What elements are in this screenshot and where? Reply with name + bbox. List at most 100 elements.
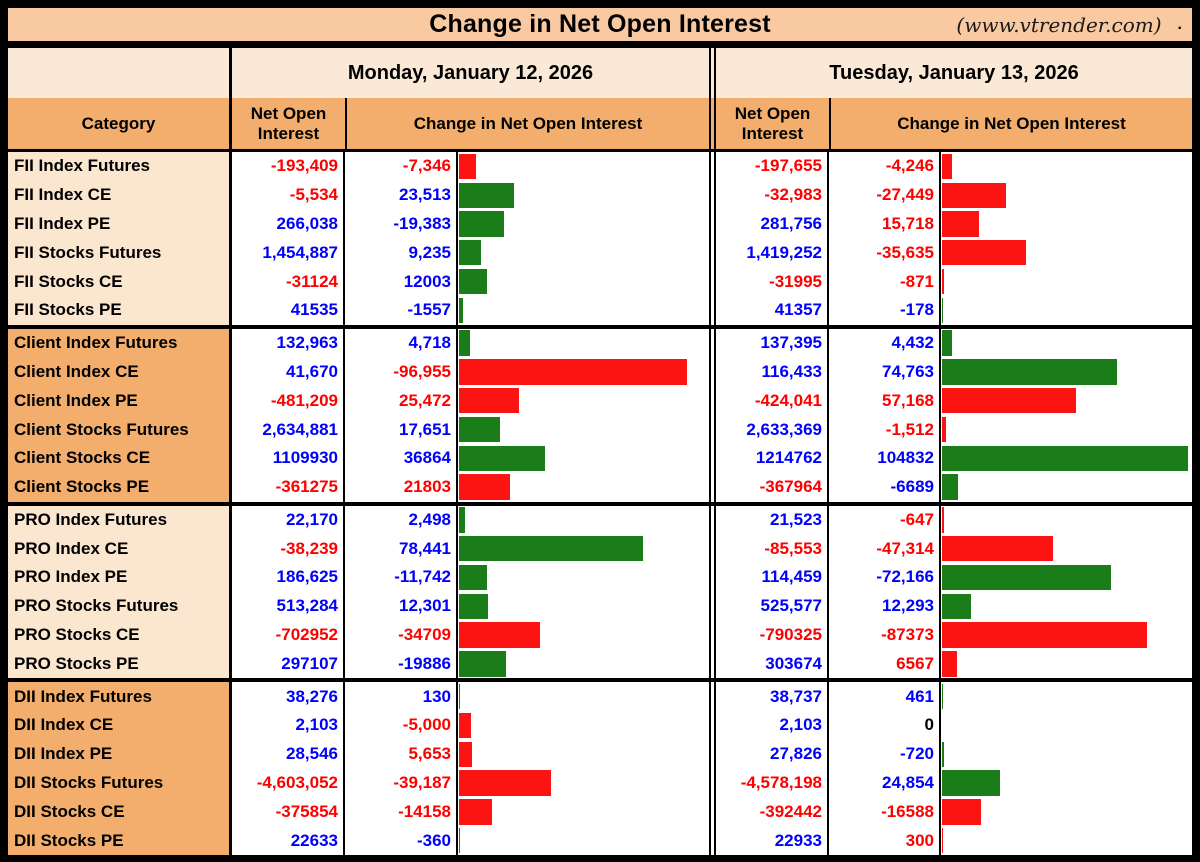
monday-change-bar-cell [458,768,709,798]
table-row: FII Stocks CE -31124 12003 -31995 -871 [8,267,1192,296]
tuesday-change-value: 300 [829,826,941,856]
monday-net-open-interest-value: -481,209 [232,386,345,416]
tuesday-change-bar [942,651,958,677]
monday-net-open-interest-value: 22633 [232,826,345,856]
table-row: FII Index Futures -193,409 -7,346 -197,6… [8,152,1192,181]
monday-change-bar [459,593,488,619]
monday-change-bar [459,182,515,208]
tuesday-change-bar [942,268,945,295]
tuesday-change-value: -87373 [829,620,941,650]
monday-change-bar-cell [458,797,709,827]
table-row: Client Index CE 41,670 -96,955 116,433 7… [8,357,1192,387]
tuesday-net-open-interest-value: 2,633,369 [709,415,829,444]
monday-change-bar [459,474,511,500]
category-cell: DII Stocks PE [8,826,232,856]
tuesday-change-bar-cell [941,415,1192,444]
monday-change-bar [459,741,473,767]
table-row: FII Stocks PE 41535 -1557 41357 -178 [8,295,1192,325]
tuesday-change-value: -1,512 [829,415,941,444]
table-row: Client Index PE -481,209 25,472 -424,041… [8,386,1192,416]
tuesday-net-open-interest-value: -4,578,198 [709,768,829,798]
monday-change-bar [459,297,463,324]
monday-change-bar-cell [458,505,709,535]
tuesday-change-bar-cell [941,238,1192,268]
column-header-tuesday-change: Change in Net Open Interest [829,98,1192,149]
monday-net-open-interest-value: 513,284 [232,591,345,621]
monday-net-open-interest-value: 1109930 [232,443,345,473]
tuesday-change-bar-cell [941,505,1192,535]
tuesday-change-bar-cell [941,357,1192,387]
monday-change-bar-cell [458,209,709,239]
monday-change-value: 4,718 [345,328,458,358]
monday-change-bar [459,536,644,562]
category-cell: PRO Index PE [8,563,232,592]
tuesday-change-value: 4,432 [829,328,941,358]
column-header-monday-noi: Net Open Interest [250,103,327,143]
group-client: Client Index Futures 132,963 4,718 137,3… [8,324,1192,502]
tuesday-change-bar [942,741,944,767]
category-cell: Client Stocks PE [8,472,232,502]
monday-change-value: -11,742 [345,563,458,592]
category-cell: FII Stocks PE [8,295,232,325]
monday-net-open-interest-value: -38,239 [232,534,345,564]
tuesday-net-open-interest-value: 41357 [709,295,829,325]
table-row: PRO Stocks CE -702952 -34709 -790325 -87… [8,620,1192,650]
monday-change-bar [459,268,488,295]
tuesday-net-open-interest-value: 1,419,252 [709,238,829,268]
monday-change-value: -19886 [345,649,458,679]
table-row: FII Index PE 266,038 -19,383 281,756 15,… [8,209,1192,239]
tuesday-change-bar [942,564,1112,591]
category-cell: DII Stocks Futures [8,768,232,798]
monday-net-open-interest-value: 2,103 [232,711,345,740]
monday-net-open-interest-value: 132,963 [232,328,345,358]
tuesday-change-value: -16588 [829,797,941,827]
tuesday-change-value: 104832 [829,443,941,473]
monday-change-value: 5,653 [345,739,458,769]
monday-change-bar [459,359,687,385]
group-pro: PRO Index Futures 22,170 2,498 21,523 -6… [8,501,1192,679]
tuesday-change-value: 24,854 [829,768,941,798]
category-cell: PRO Index CE [8,534,232,564]
monday-change-bar [459,445,546,471]
trailing-dot: . [1177,15,1182,33]
tuesday-net-open-interest-value: -197,655 [709,152,829,181]
tuesday-change-value: -47,314 [829,534,941,564]
report-table: Change in Net Open Interest (www.vtrende… [8,8,1192,856]
tuesday-change-value: -72,166 [829,563,941,592]
monday-change-bar-cell [458,238,709,268]
monday-change-bar [459,799,493,825]
table-row: Client Stocks PE -361275 21803 -367964 -… [8,472,1192,502]
monday-net-open-interest-value: 2,634,881 [232,415,345,444]
table-row: DII Stocks CE -375854 -14158 -392442 -16… [8,797,1192,827]
monday-change-bar-cell [458,649,709,679]
tuesday-net-open-interest-value: -31995 [709,267,829,296]
monday-change-value: 17,651 [345,415,458,444]
monday-net-open-interest-value: -31124 [232,267,345,296]
monday-change-bar [459,564,487,591]
tuesday-change-bar-cell [941,267,1192,296]
tuesday-change-value: 0 [829,711,941,740]
tuesday-change-bar-cell [941,620,1192,650]
tuesday-change-value: -6689 [829,472,941,502]
title-band: Change in Net Open Interest (www.vtrende… [8,8,1192,48]
monday-change-value: 23,513 [345,180,458,210]
monday-change-value: 78,441 [345,534,458,564]
tuesday-change-bar [942,330,953,356]
tuesday-net-open-interest-value: 22933 [709,826,829,856]
tuesday-net-open-interest-value: 137,395 [709,328,829,358]
tuesday-net-open-interest-value: -424,041 [709,386,829,416]
monday-net-open-interest-value: 1,454,887 [232,238,345,268]
monday-change-value: -14158 [345,797,458,827]
column-header-row: Category Net Open Interest Change in Net… [8,98,1192,152]
table-row: DII Index CE 2,103 -5,000 2,103 0 [8,711,1192,740]
category-cell: Client Index PE [8,386,232,416]
tuesday-net-open-interest-value: 281,756 [709,209,829,239]
tuesday-net-open-interest-value: 38,737 [709,682,829,712]
category-cell: Client Index Futures [8,328,232,358]
source-wrap: (www.vtrender.com) . [956,8,1182,41]
category-cell: FII Index CE [8,180,232,210]
tuesday-change-bar [942,153,952,180]
monday-net-open-interest-value: 28,546 [232,739,345,769]
monday-change-bar-cell [458,180,709,210]
tuesday-change-value: -4,246 [829,152,941,181]
